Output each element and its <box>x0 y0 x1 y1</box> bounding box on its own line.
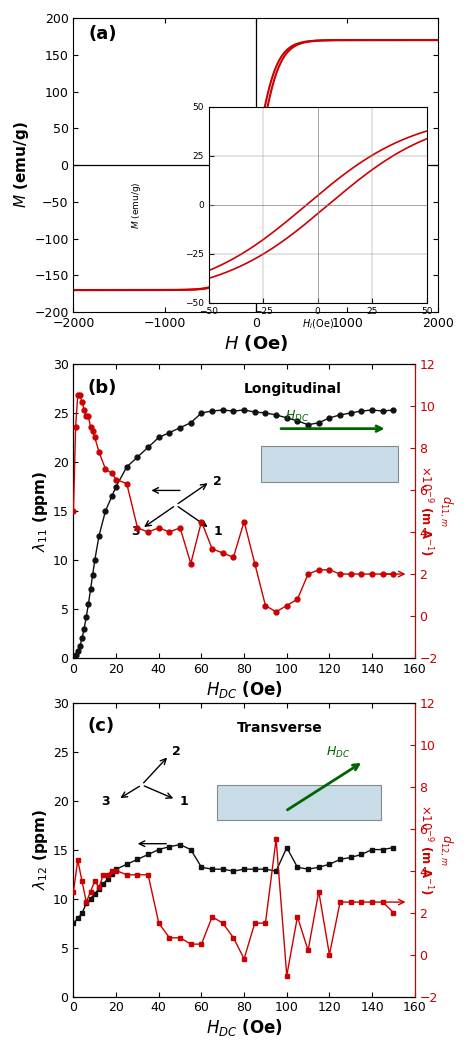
Y-axis label: $d_{11,m}$
$\times10^{-9}$ (m A$^{-1}$): $d_{11,m}$ $\times10^{-9}$ (m A$^{-1}$) <box>417 466 455 557</box>
Y-axis label: $d_{12,m}$
$\times10^{-9}$ (m A$^{-1}$): $d_{12,m}$ $\times10^{-9}$ (m A$^{-1}$) <box>417 804 455 895</box>
Text: Longitudinal: Longitudinal <box>244 382 342 397</box>
X-axis label: $H_{DC}$ (Oe): $H_{DC}$ (Oe) <box>206 1018 283 1038</box>
Text: 2: 2 <box>213 475 222 488</box>
X-axis label: $H$ (Oe): $H$ (Oe) <box>224 333 288 352</box>
Text: 3: 3 <box>131 525 140 537</box>
Text: (c): (c) <box>87 717 114 735</box>
Y-axis label: $M$ (emu/g): $M$ (emu/g) <box>130 181 143 229</box>
Text: Transverse: Transverse <box>237 720 323 735</box>
Text: (a): (a) <box>88 24 117 42</box>
Text: 3: 3 <box>101 796 109 808</box>
Text: $H_{DC}$: $H_{DC}$ <box>285 408 309 424</box>
X-axis label: $H_{DC}$ (Oe): $H_{DC}$ (Oe) <box>206 679 283 699</box>
Text: (b): (b) <box>87 379 117 397</box>
X-axis label: $H_i$(Oe): $H_i$(Oe) <box>301 317 334 331</box>
Y-axis label: $\lambda_{12}$ (ppm): $\lambda_{12}$ (ppm) <box>31 809 50 890</box>
Y-axis label: $M$ (emu/g): $M$ (emu/g) <box>12 122 31 208</box>
Text: $H_{DC}$: $H_{DC}$ <box>326 745 350 760</box>
Polygon shape <box>261 446 398 481</box>
Polygon shape <box>217 785 381 820</box>
Text: 1: 1 <box>179 796 188 808</box>
Text: 2: 2 <box>173 746 181 759</box>
Y-axis label: $\lambda_{11}$ (ppm): $\lambda_{11}$ (ppm) <box>31 471 50 551</box>
Text: 1: 1 <box>213 525 222 537</box>
